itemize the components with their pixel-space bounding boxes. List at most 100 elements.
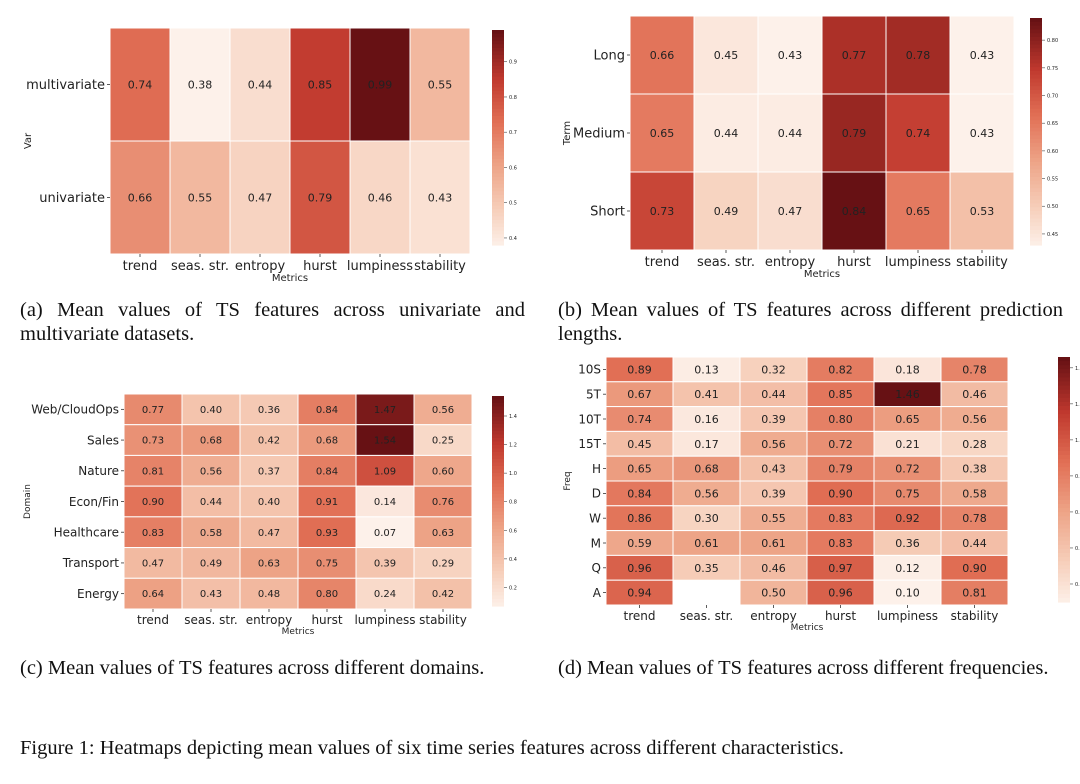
heatmap-cell	[181, 393, 241, 426]
colorbar-segment	[1058, 565, 1070, 570]
cell-value-label: 0.96	[828, 587, 853, 600]
cell-value-label: 0.55	[188, 191, 213, 204]
heatmap-cell	[239, 577, 299, 610]
colorbar-segment	[492, 480, 504, 485]
cell-value-label: 0.47	[142, 559, 164, 570]
x-tick-label: stability	[951, 609, 999, 623]
heatmap-cell	[806, 579, 875, 606]
colorbar-segment	[1030, 116, 1042, 121]
heatmap-cell	[413, 516, 473, 549]
colorbar-segment	[1030, 222, 1042, 227]
cell-value-label: 0.77	[842, 49, 867, 62]
colorbar-segment	[492, 137, 504, 142]
cell-value-label: 0.36	[258, 405, 280, 416]
cell-value-label: 1.47	[374, 405, 396, 416]
colorbar-tick-label: 0.50	[1047, 204, 1058, 210]
colorbar-segment	[492, 87, 504, 92]
colorbar-segment	[1030, 33, 1042, 38]
x-tick-label: seas. str.	[171, 259, 229, 274]
x-tick-label: hurst	[837, 255, 871, 270]
heatmap-cell	[739, 406, 808, 432]
cell-value-label: 0.55	[761, 512, 786, 525]
colorbar-tick-label: 0.2	[1075, 582, 1080, 588]
x-axis-label: Metrics	[791, 623, 824, 633]
colorbar-segment	[492, 532, 504, 537]
colorbar-segment	[1030, 55, 1042, 61]
heatmap-cell	[739, 579, 808, 606]
cell-value-label: 1.09	[374, 466, 396, 477]
colorbar-segment	[492, 151, 504, 157]
colorbar-segment	[492, 494, 504, 499]
x-tick-label: trend	[137, 613, 169, 627]
heatmap-cell	[297, 393, 357, 426]
colorbar-segment	[1058, 536, 1070, 542]
colorbar-segment	[492, 108, 504, 114]
cell-value-label: 0.56	[432, 405, 454, 416]
cell-value-label: 0.47	[778, 205, 803, 218]
colorbar-segment	[492, 198, 504, 203]
colorbar-segment	[492, 73, 504, 78]
heatmap-cell	[123, 516, 183, 549]
colorbar-segment	[1058, 463, 1070, 468]
heatmap-cell	[297, 454, 357, 487]
cell-value-label: 0.86	[627, 512, 652, 525]
colorbar-segment	[1030, 93, 1042, 99]
heatmap-cell	[409, 27, 471, 142]
cell-value-label: 0.46	[761, 562, 786, 575]
colorbar-segment	[492, 406, 504, 411]
colorbar-segment	[492, 176, 504, 182]
cell-value-label: 0.68	[694, 463, 719, 476]
colorbar-segment	[492, 438, 504, 443]
colorbar-tick-label: 0.9	[509, 60, 517, 66]
colorbar-segment	[1058, 401, 1070, 407]
colorbar-segment	[1058, 430, 1070, 436]
heatmap-cell	[181, 516, 241, 549]
heatmap-cell	[297, 424, 357, 456]
y-tick-label: Healthcare	[54, 526, 119, 540]
colorbar-segment	[492, 487, 504, 492]
cell-value-label: 0.83	[142, 528, 164, 539]
colorbar-segment	[1030, 131, 1042, 136]
heatmap-cell	[181, 485, 241, 518]
colorbar-segment	[492, 58, 504, 63]
heatmap-cell	[289, 140, 351, 255]
colorbar-segment	[492, 105, 504, 110]
cell-value-label: 0.44	[248, 78, 273, 91]
heatmap-cell	[949, 171, 1015, 251]
cell-value-label: 0.72	[828, 438, 853, 451]
colorbar-segment	[1058, 593, 1070, 599]
colorbar-segment	[1058, 414, 1070, 419]
cell-value-label: 0.91	[316, 497, 338, 508]
colorbar-segment	[492, 141, 504, 146]
cell-value-label: 0.97	[828, 562, 853, 575]
cell-value-label: 0.72	[895, 463, 920, 476]
heatmap-cell	[605, 505, 674, 532]
cell-value-label: 0.93	[316, 528, 338, 539]
colorbar-tick-label: 0.65	[1047, 121, 1058, 127]
y-tick-label: W	[589, 512, 601, 526]
y-tick-label: Long	[594, 49, 625, 64]
colorbar-segment	[1030, 97, 1042, 102]
x-tick-label: hurst	[303, 259, 337, 274]
colorbar-segment	[492, 550, 504, 555]
heatmap-cell	[169, 140, 231, 255]
heatmap-cell	[739, 505, 808, 532]
colorbar-segment	[492, 119, 504, 124]
heatmap-cell	[806, 406, 875, 432]
x-tick-label: entropy	[246, 613, 292, 627]
cell-value-label: 0.65	[650, 127, 675, 140]
heatmap-panel-d: 0.89 0.13 0.32 0.82 0.18 0.780.67 0.41 0.44 0.85…	[563, 356, 1080, 633]
colorbar-segment	[1058, 459, 1070, 464]
y-tick-label: Nature	[78, 464, 119, 478]
heatmap-cell	[940, 480, 1009, 507]
cell-value-label: 0.79	[828, 463, 853, 476]
colorbar-segment	[492, 130, 504, 135]
cell-value-label: 0.39	[761, 413, 786, 426]
cell-value-label: 0.21	[895, 438, 920, 451]
colorbar-segment	[492, 173, 504, 178]
heatmap-cell	[229, 27, 291, 142]
colorbar-segment	[1058, 438, 1070, 444]
cell-value-label: 0.94	[627, 587, 652, 600]
x-tick-label: seas. str.	[184, 613, 237, 627]
colorbar-segment	[492, 522, 504, 527]
